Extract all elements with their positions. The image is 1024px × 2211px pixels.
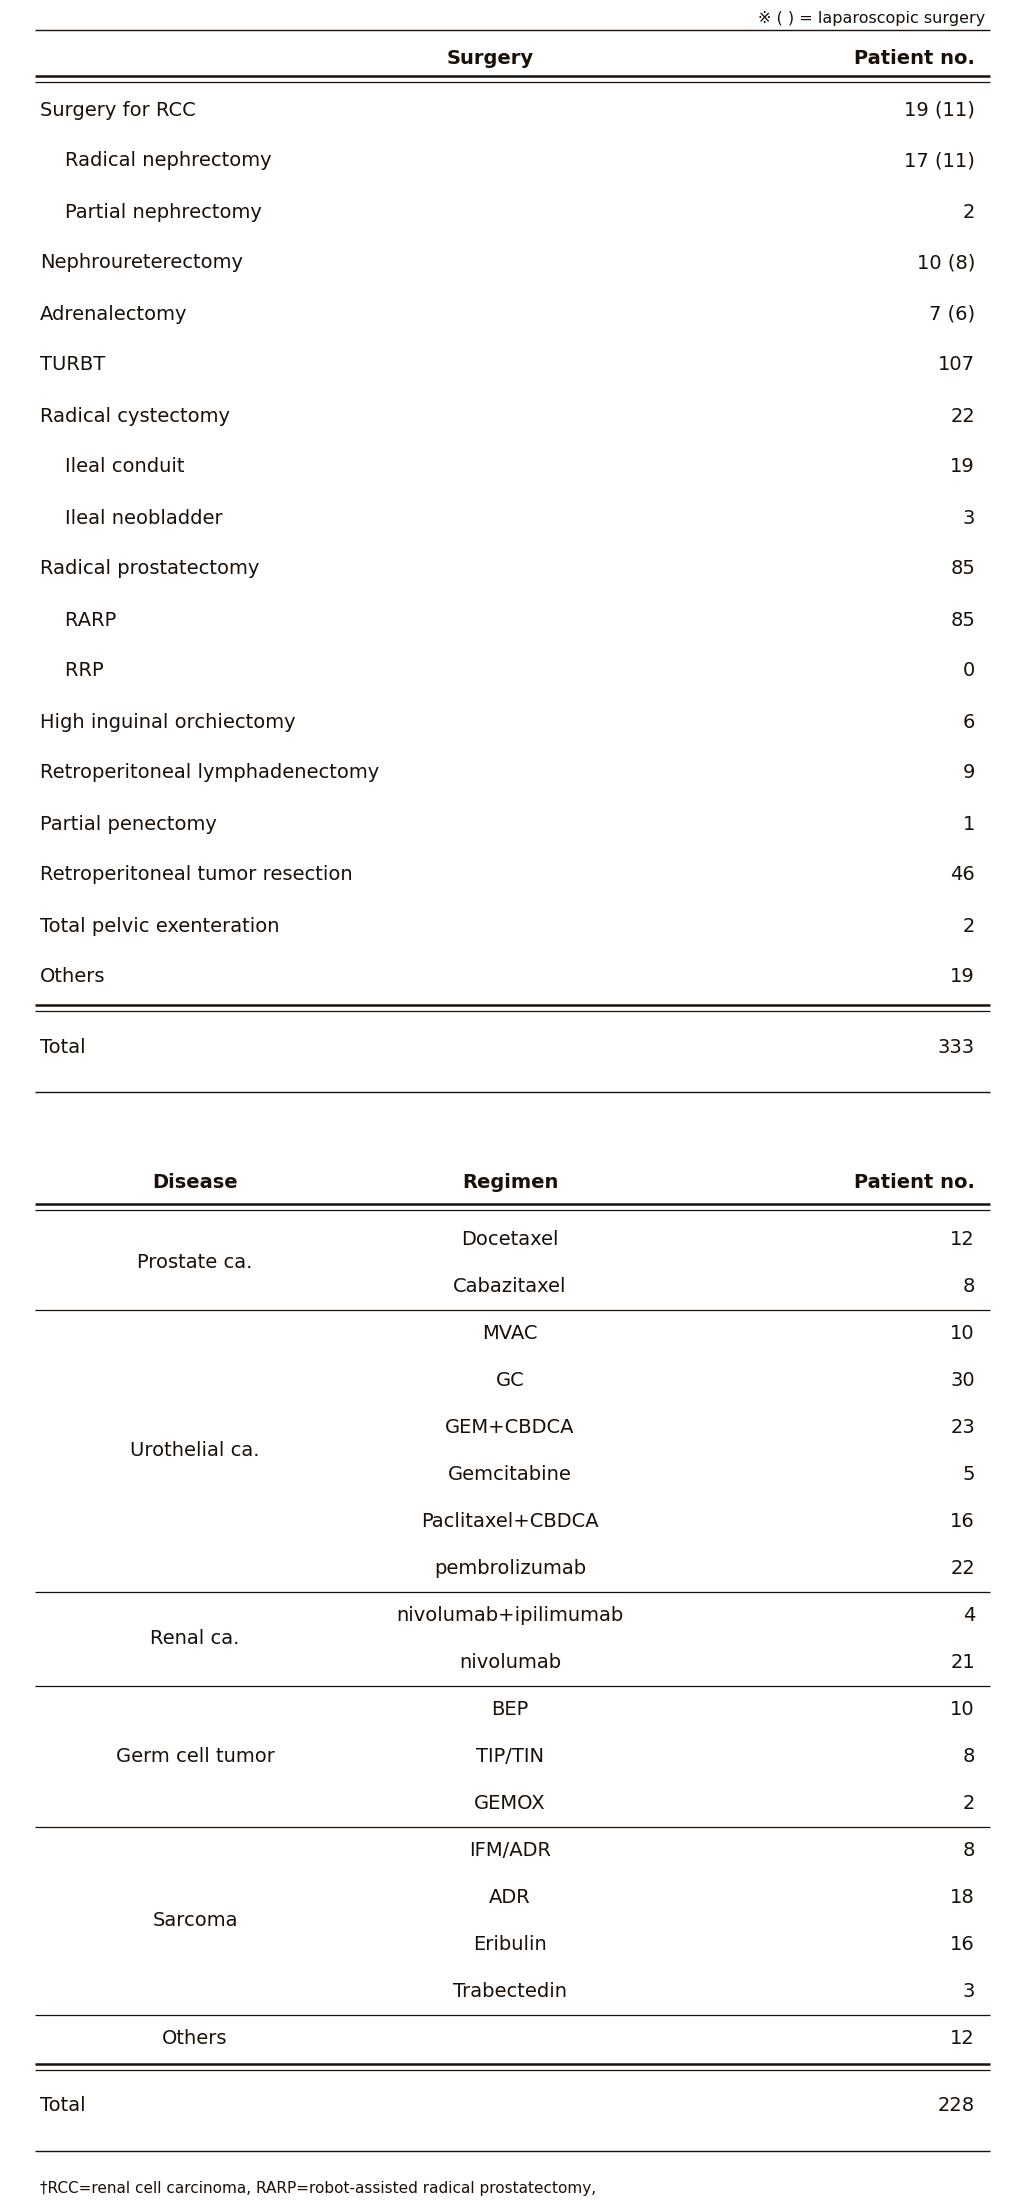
Text: 3: 3 bbox=[963, 1981, 975, 2001]
Text: Renal ca.: Renal ca. bbox=[151, 1630, 240, 1647]
Text: 23: 23 bbox=[950, 1417, 975, 1437]
Text: 16: 16 bbox=[950, 1935, 975, 1955]
Text: Sarcoma: Sarcoma bbox=[153, 1910, 238, 1930]
Text: Retroperitoneal tumor resection: Retroperitoneal tumor resection bbox=[40, 865, 352, 884]
Text: 9: 9 bbox=[963, 763, 975, 783]
Text: Trabectedin: Trabectedin bbox=[453, 1981, 567, 2001]
Text: Disease: Disease bbox=[153, 1172, 238, 1192]
Text: 30: 30 bbox=[950, 1371, 975, 1389]
Text: 1: 1 bbox=[963, 814, 975, 834]
Text: Adrenalectomy: Adrenalectomy bbox=[40, 305, 187, 323]
Text: 8: 8 bbox=[963, 1840, 975, 1859]
Text: nivolumab+ipilimumab: nivolumab+ipilimumab bbox=[396, 1605, 624, 1625]
Text: Radical nephrectomy: Radical nephrectomy bbox=[40, 153, 271, 170]
Text: RARP: RARP bbox=[40, 610, 117, 630]
Text: Partial nephrectomy: Partial nephrectomy bbox=[40, 203, 262, 221]
Text: Gemcitabine: Gemcitabine bbox=[449, 1464, 572, 1484]
Text: 0: 0 bbox=[963, 661, 975, 681]
Text: 228: 228 bbox=[938, 2096, 975, 2116]
Text: GEM+CBDCA: GEM+CBDCA bbox=[445, 1417, 574, 1437]
Text: Total: Total bbox=[40, 2096, 86, 2116]
Text: 19: 19 bbox=[950, 458, 975, 478]
Text: MVAC: MVAC bbox=[482, 1324, 538, 1342]
Text: Radical cystectomy: Radical cystectomy bbox=[40, 407, 230, 425]
Text: nivolumab: nivolumab bbox=[459, 1652, 561, 1672]
Text: Retroperitoneal lymphadenectomy: Retroperitoneal lymphadenectomy bbox=[40, 763, 379, 783]
Text: 21: 21 bbox=[950, 1652, 975, 1672]
Text: 10: 10 bbox=[950, 1700, 975, 1718]
Text: 16: 16 bbox=[950, 1512, 975, 1530]
Text: BEP: BEP bbox=[492, 1700, 528, 1718]
Text: Eribulin: Eribulin bbox=[473, 1935, 547, 1955]
Text: ※ ( ) = laparoscopic surgery: ※ ( ) = laparoscopic surgery bbox=[758, 11, 985, 27]
Text: Others: Others bbox=[162, 2027, 227, 2047]
Text: Total: Total bbox=[40, 1037, 86, 1057]
Text: 10: 10 bbox=[950, 1324, 975, 1342]
Text: 8: 8 bbox=[963, 1747, 975, 1767]
Text: 19 (11): 19 (11) bbox=[904, 99, 975, 119]
Text: Docetaxel: Docetaxel bbox=[461, 1229, 559, 1249]
Text: ADR: ADR bbox=[489, 1888, 530, 1906]
Text: Others: Others bbox=[40, 968, 105, 986]
Text: 46: 46 bbox=[950, 865, 975, 884]
Text: 5: 5 bbox=[963, 1464, 975, 1484]
Text: Total pelvic exenteration: Total pelvic exenteration bbox=[40, 918, 280, 935]
Text: 8: 8 bbox=[963, 1276, 975, 1296]
Text: Regimen: Regimen bbox=[462, 1172, 558, 1192]
Text: †RCC=renal cell carcinoma, RARP=robot-assisted radical prostatectomy,: †RCC=renal cell carcinoma, RARP=robot-as… bbox=[40, 2182, 596, 2196]
Text: 7 (6): 7 (6) bbox=[929, 305, 975, 323]
Text: GEMOX: GEMOX bbox=[474, 1793, 546, 1813]
Text: Surgery: Surgery bbox=[446, 49, 534, 69]
Text: 107: 107 bbox=[938, 356, 975, 374]
Text: 4: 4 bbox=[963, 1605, 975, 1625]
Text: Radical prostatectomy: Radical prostatectomy bbox=[40, 559, 259, 579]
Text: 6: 6 bbox=[963, 712, 975, 732]
Text: Patient no.: Patient no. bbox=[854, 49, 975, 69]
Text: 10 (8): 10 (8) bbox=[916, 254, 975, 272]
Text: 17 (11): 17 (11) bbox=[904, 153, 975, 170]
Text: 3: 3 bbox=[963, 509, 975, 528]
Text: 12: 12 bbox=[950, 1229, 975, 1249]
Text: IFM/ADR: IFM/ADR bbox=[469, 1840, 551, 1859]
Text: Paclitaxel+CBDCA: Paclitaxel+CBDCA bbox=[421, 1512, 599, 1530]
Text: 22: 22 bbox=[950, 1559, 975, 1579]
Text: TIP/TIN: TIP/TIN bbox=[476, 1747, 544, 1767]
Text: Patient no.: Patient no. bbox=[854, 1172, 975, 1192]
Text: Prostate ca.: Prostate ca. bbox=[137, 1254, 253, 1271]
Text: Ileal neobladder: Ileal neobladder bbox=[40, 509, 222, 528]
Text: High inguinal orchiectomy: High inguinal orchiectomy bbox=[40, 712, 296, 732]
Text: Partial penectomy: Partial penectomy bbox=[40, 814, 217, 834]
Text: GC: GC bbox=[496, 1371, 524, 1389]
Text: 22: 22 bbox=[950, 407, 975, 425]
Text: Germ cell tumor: Germ cell tumor bbox=[116, 1747, 274, 1767]
Text: Nephroureterectomy: Nephroureterectomy bbox=[40, 254, 243, 272]
Text: 333: 333 bbox=[938, 1037, 975, 1057]
Text: 85: 85 bbox=[950, 559, 975, 579]
Text: Cabazitaxel: Cabazitaxel bbox=[454, 1276, 566, 1296]
Text: Urothelial ca.: Urothelial ca. bbox=[130, 1442, 260, 1459]
Text: 12: 12 bbox=[950, 2027, 975, 2047]
Text: TURBT: TURBT bbox=[40, 356, 105, 374]
Text: 19: 19 bbox=[950, 968, 975, 986]
Text: pembrolizumab: pembrolizumab bbox=[434, 1559, 586, 1579]
Text: 85: 85 bbox=[950, 610, 975, 630]
Text: RRP: RRP bbox=[40, 661, 103, 681]
Text: 2: 2 bbox=[963, 1793, 975, 1813]
Text: Surgery for RCC: Surgery for RCC bbox=[40, 99, 196, 119]
Text: Ileal conduit: Ileal conduit bbox=[40, 458, 184, 478]
Text: 2: 2 bbox=[963, 203, 975, 221]
Text: 18: 18 bbox=[950, 1888, 975, 1906]
Text: 2: 2 bbox=[963, 918, 975, 935]
